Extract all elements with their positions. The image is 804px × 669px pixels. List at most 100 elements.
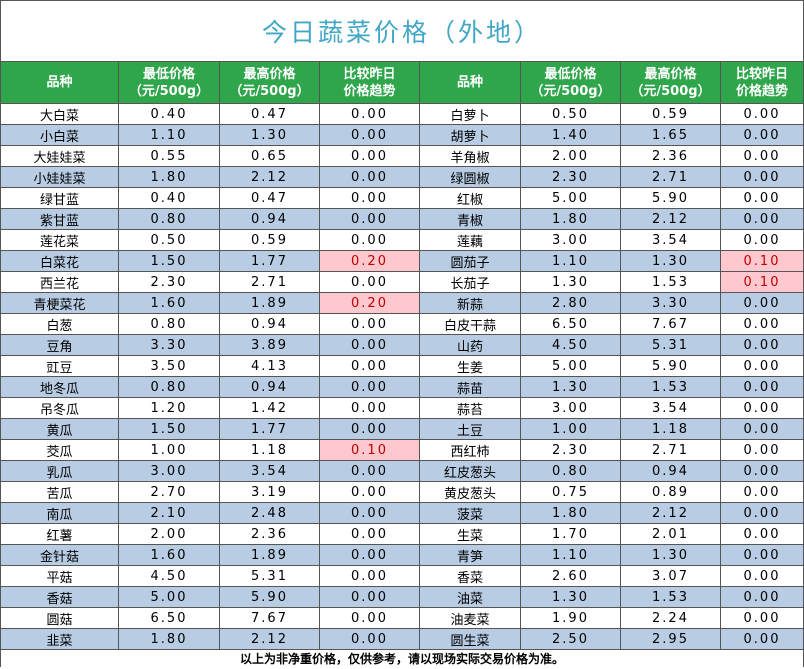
price-cell: 0.00	[319, 544, 420, 566]
header-text: 比较昨日	[343, 66, 396, 82]
price-cell: 0.10	[719, 250, 804, 272]
price-cell: 2.95	[620, 628, 721, 650]
price-cell: 1.20	[118, 397, 220, 419]
price-cell: 1.18	[620, 418, 721, 440]
price-cell: 1.30	[520, 376, 621, 398]
data-row: 大娃娃菜 0.55 0.65 0.00 羊角椒 2.00 2.36 0.00	[0, 145, 804, 167]
price-cell: 3.30	[620, 292, 721, 314]
vegetable-name: 西兰花	[0, 271, 119, 293]
price-cell: 0.47	[219, 187, 320, 209]
header-row: 品种 最低价格 （元/500g） 最高价格 （元/500g） 比较昨日 价格趋势 品种 最低价格…	[0, 61, 804, 104]
data-row: 青梗菜花 1.60 1.89 0.20 新蒜 2.80 3.30 0.00	[0, 292, 804, 314]
price-cell: 1.65	[620, 124, 721, 146]
price-cell: 0.00	[319, 313, 420, 335]
price-cell: 0.00	[319, 586, 420, 608]
price-cell: 1.53	[620, 586, 721, 608]
vegetable-name: 新蒜	[419, 292, 521, 314]
price-cell: 0.00	[719, 376, 804, 398]
vegetable-name: 地冬瓜	[0, 376, 119, 398]
price-cell: 5.90	[620, 355, 721, 377]
price-cell: 5.00	[520, 355, 621, 377]
price-cell: 0.00	[319, 607, 420, 629]
header-cell: 最低价格 （元/500g）	[118, 61, 220, 104]
vegetable-name: 青梗菜花	[0, 292, 119, 314]
vegetable-name: 红薯	[0, 523, 119, 545]
price-cell: 2.30	[520, 439, 621, 461]
price-cell: 0.20	[319, 292, 420, 314]
price-cell: 5.00	[118, 586, 220, 608]
price-cell: 0.00	[319, 565, 420, 587]
price-cell: 0.75	[520, 481, 621, 503]
price-cell: 1.77	[219, 418, 320, 440]
price-cell: 0.00	[319, 334, 420, 356]
price-cell: 1.10	[520, 250, 621, 272]
price-cell: 2.00	[118, 523, 220, 545]
vegetable-name: 莲藕	[419, 229, 521, 251]
price-cell: 0.00	[319, 166, 420, 188]
price-cell: 7.67	[620, 313, 721, 335]
vegetable-name: 圆菇	[0, 607, 119, 629]
price-cell: 2.71	[620, 439, 721, 461]
price-cell: 1.10	[520, 544, 621, 566]
price-cell: 2.30	[520, 166, 621, 188]
price-cell: 1.10	[118, 124, 220, 146]
price-cell: 1.60	[118, 544, 220, 566]
vegetable-name: 黄瓜	[0, 418, 119, 440]
price-cell: 0.00	[719, 502, 804, 524]
data-row: 白葱 0.80 0.94 0.00 白皮干蒜 6.50 7.67 0.00	[0, 313, 804, 335]
price-cell: 0.00	[719, 565, 804, 587]
vegetable-name: 生姜	[419, 355, 521, 377]
price-cell: 2.71	[620, 166, 721, 188]
vegetable-name: 莲花菜	[0, 229, 119, 251]
price-cell: 0.00	[319, 418, 420, 440]
price-cell: 7.67	[219, 607, 320, 629]
price-cell: 0.40	[118, 103, 220, 125]
data-row: 吊冬瓜 1.20 1.42 0.00 蒜苔 3.00 3.54 0.00	[0, 397, 804, 419]
price-cell: 0.47	[219, 103, 320, 125]
price-cell: 3.54	[620, 397, 721, 419]
header-text: 价格趋势	[343, 83, 396, 99]
price-cell: 2.36	[620, 145, 721, 167]
price-cell: 0.00	[319, 481, 420, 503]
data-row: 莲花菜 0.50 0.59 0.00 莲藕 3.00 3.54 0.00	[0, 229, 804, 251]
vegetable-name: 菠菜	[419, 502, 521, 524]
price-cell: 0.00	[719, 586, 804, 608]
vegetable-name: 羊角椒	[419, 145, 521, 167]
price-cell: 0.00	[319, 271, 420, 293]
price-cell: 0.80	[520, 460, 621, 482]
price-cell: 4.50	[118, 565, 220, 587]
price-cell: 1.77	[219, 250, 320, 272]
vegetable-name: 大白菜	[0, 103, 119, 125]
price-cell: 1.80	[118, 166, 220, 188]
data-row: 大白菜 0.40 0.47 0.00 白萝卜 0.50 0.59 0.00	[0, 103, 804, 125]
header-text: 比较昨日	[736, 66, 789, 82]
price-cell: 0.20	[319, 250, 420, 272]
price-cell: 0.00	[719, 460, 804, 482]
price-cell: 1.30	[620, 250, 721, 272]
price-cell: 2.12	[620, 208, 721, 230]
price-cell: 3.07	[620, 565, 721, 587]
price-cell: 0.00	[719, 523, 804, 545]
data-row: 香菇 5.00 5.90 0.00 油菜 1.30 1.53 0.00	[0, 586, 804, 608]
price-cell: 0.50	[118, 229, 220, 251]
vegetable-name: 乳瓜	[0, 460, 119, 482]
price-cell: 0.80	[118, 313, 220, 335]
vegetable-name: 胡萝卜	[419, 124, 521, 146]
price-cell: 0.00	[719, 208, 804, 230]
data-row: 平菇 4.50 5.31 0.00 香菜 2.60 3.07 0.00	[0, 565, 804, 587]
header-cell: 品种	[419, 61, 521, 104]
data-row: 乳瓜 3.00 3.54 0.00 红皮葱头 0.80 0.94 0.00	[0, 460, 804, 482]
vegetable-name: 绿甘蓝	[0, 187, 119, 209]
data-row: 红薯 2.00 2.36 0.00 生菜 1.70 2.01 0.00	[0, 523, 804, 545]
price-cell: 0.00	[319, 124, 420, 146]
data-row: 苦瓜 2.70 3.19 0.00 黄皮葱头 0.75 0.89 0.00	[0, 481, 804, 503]
price-cell: 2.10	[118, 502, 220, 524]
price-cell: 3.89	[219, 334, 320, 356]
vegetable-name: 香菇	[0, 586, 119, 608]
vegetable-name: 苦瓜	[0, 481, 119, 503]
price-cell: 0.00	[719, 544, 804, 566]
price-cell: 6.50	[520, 313, 621, 335]
data-row: 白菜花 1.50 1.77 0.20 圆茄子 1.10 1.30 0.10	[0, 250, 804, 272]
